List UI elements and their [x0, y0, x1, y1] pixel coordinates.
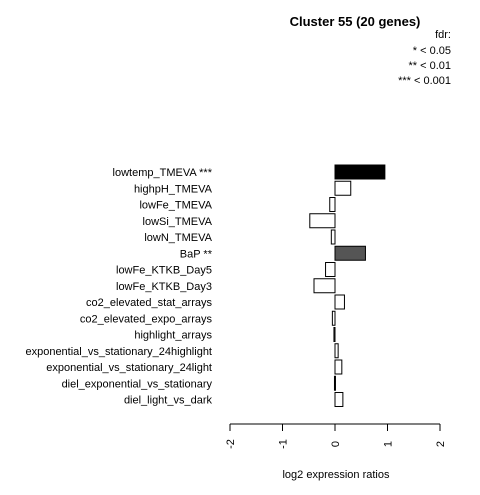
x-axis-label: log2 expression ratios — [282, 469, 390, 481]
category-label: diel_exponential_vs_stationary — [62, 378, 213, 390]
bar — [334, 164, 386, 180]
category-label: lowtemp_TMEVA *** — [113, 167, 213, 179]
category-label: lowSi_TMEVA — [143, 216, 213, 228]
category-label: diel_light_vs_dark — [124, 395, 213, 407]
bar — [309, 213, 336, 229]
bar — [334, 359, 343, 375]
bar — [334, 245, 366, 261]
bar — [331, 310, 336, 326]
bar — [313, 278, 336, 294]
legend: fdr: * < 0.05 ** < 0.01 *** < 0.001 — [398, 29, 451, 87]
legend-entry-1: * < 0.05 — [413, 45, 451, 57]
bar — [334, 180, 352, 196]
category-label: lowFe_KTKB_Day5 — [116, 265, 212, 277]
category-label: BaP ** — [180, 248, 213, 260]
plot-area: lowtemp_TMEVA *** highpH_TMEVA lowFe_TMEVA… — [25, 164, 386, 407]
category-label: lowFe_TMEVA — [139, 200, 212, 212]
bar — [334, 294, 345, 310]
category-label: highpH_TMEVA — [134, 183, 213, 195]
x-axis: -2 -1 0 1 2 — [225, 423, 447, 449]
legend-title: fdr: — [435, 29, 451, 41]
x-tick-label: -2 — [225, 439, 237, 449]
x-tick-label: -1 — [278, 439, 290, 449]
legend-entry-2: ** < 0.01 — [408, 60, 451, 72]
category-label: highlight_arrays — [134, 330, 212, 342]
bar — [333, 375, 336, 391]
x-tick-label: 1 — [383, 441, 395, 447]
category-label: lowN_TMEVA — [144, 232, 212, 244]
bar — [334, 343, 339, 359]
category-label: exponential_vs_stationary_24light — [46, 362, 212, 374]
bar — [329, 197, 336, 212]
legend-entry-3: *** < 0.001 — [398, 75, 451, 87]
category-label: co2_elevated_stat_arrays — [86, 297, 212, 309]
bar — [330, 229, 336, 245]
category-label: co2_elevated_expo_arrays — [80, 313, 213, 325]
x-tick-label: 2 — [435, 441, 447, 447]
bar — [333, 327, 336, 342]
bar — [334, 392, 344, 407]
chart-title: Cluster 55 (20 genes) — [290, 14, 421, 29]
category-label: exponential_vs_stationary_24highlight — [25, 346, 212, 358]
bar — [325, 262, 336, 277]
x-tick-label: 0 — [330, 441, 342, 447]
category-label: lowFe_KTKB_Day3 — [116, 281, 212, 293]
